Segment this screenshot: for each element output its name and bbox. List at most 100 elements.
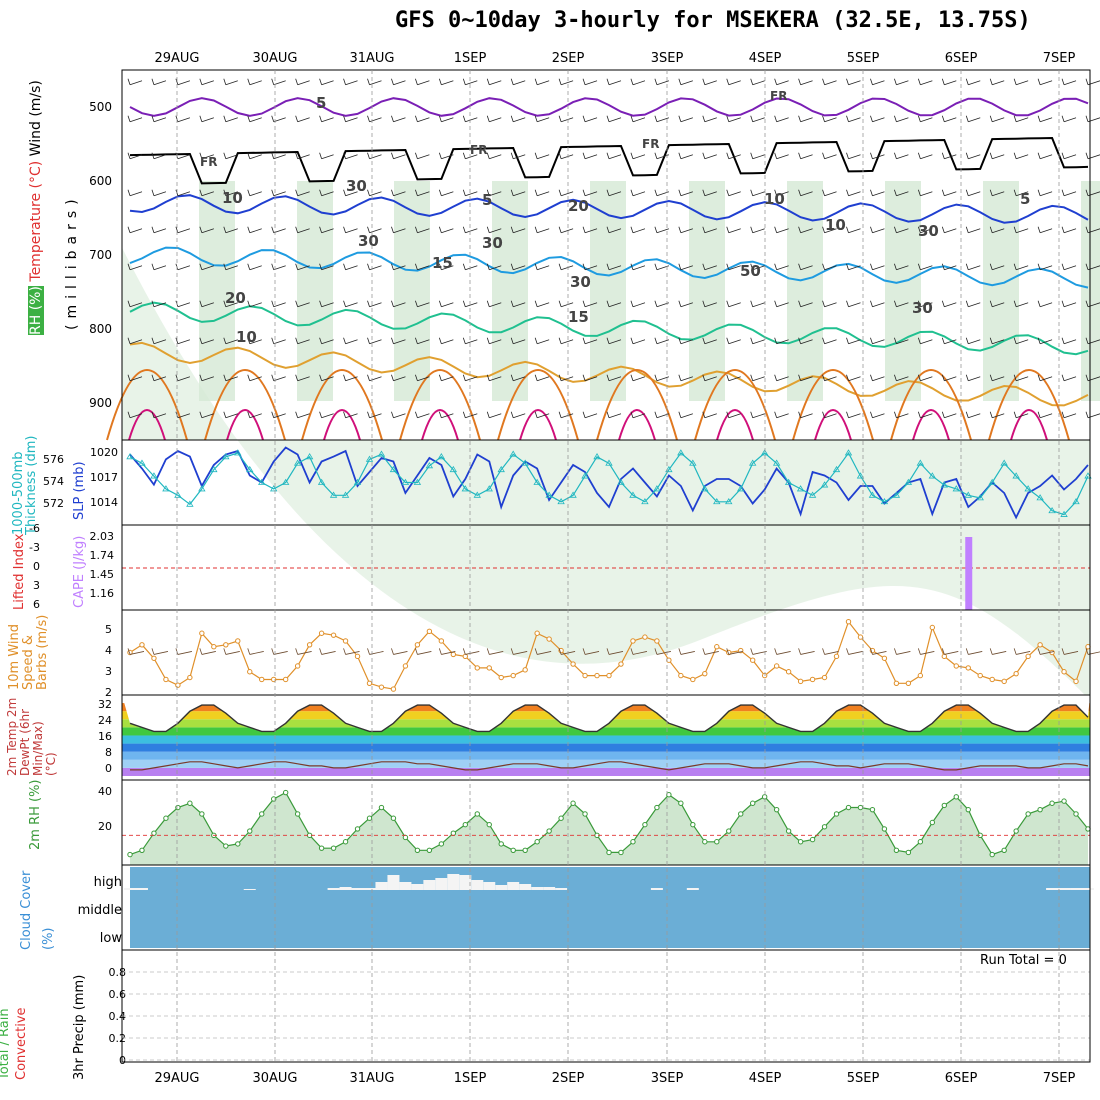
- wind-barb: [1013, 263, 1029, 271]
- wind-barb: [486, 78, 502, 86]
- wind-barb: [798, 226, 813, 234]
- rh-column: [689, 181, 725, 401]
- isotherm-arc: [497, 369, 579, 441]
- wind-barb: [151, 152, 167, 160]
- wind-barb: [271, 115, 286, 123]
- wind-barb: [941, 411, 957, 419]
- wind-barb: [941, 78, 957, 86]
- cloud-high-bar: [495, 885, 508, 890]
- thickness-point: [389, 465, 398, 473]
- rh2m-point: [833, 811, 840, 817]
- wind-barb: [247, 152, 262, 160]
- wind10m-point: [654, 638, 660, 644]
- rh2m-point: [750, 800, 756, 806]
- wind-barb: [606, 226, 622, 234]
- wind-barb: [846, 263, 861, 271]
- wind-barb: [750, 337, 765, 345]
- wind10m-barb: [486, 648, 504, 655]
- wind-barb: [1061, 226, 1077, 234]
- wind-barb: [965, 411, 981, 419]
- wind-barb: [462, 78, 478, 86]
- wind10m-point: [570, 661, 576, 667]
- wind-barb: [391, 374, 406, 382]
- wind-barb: [175, 226, 191, 234]
- isotherm-arc: [226, 409, 264, 441]
- wind-barb: [702, 78, 717, 86]
- thickness-point: [353, 478, 362, 485]
- wind10m-barb: [415, 648, 432, 655]
- wind-barb: [678, 152, 693, 160]
- wind10m-point: [522, 667, 528, 673]
- wind-barb: [678, 189, 693, 197]
- thickness-point: [784, 478, 793, 485]
- thickness-point: [281, 478, 290, 485]
- cloud-high-bar: [135, 888, 148, 890]
- thickness-point: [258, 478, 266, 485]
- temp2m-line: [129, 704, 1089, 733]
- upper-air-ytick: 500: [89, 100, 112, 114]
- wind-barb: [941, 189, 957, 197]
- wind-barb: [941, 152, 957, 160]
- wind-barb: [438, 226, 454, 234]
- wind-barb: [702, 374, 717, 382]
- lifted-index-ytick: 0: [33, 560, 40, 573]
- wind-barb: [654, 78, 670, 86]
- wind10m-barb: [367, 648, 384, 655]
- wind-barb: [774, 300, 789, 308]
- wind-barb: [391, 189, 406, 197]
- wind-barb: [510, 152, 526, 160]
- date-label-bottom: 3SEP: [651, 1071, 684, 1086]
- wind-barb: [510, 337, 526, 345]
- wind-barb: [319, 78, 334, 86]
- wind-barb: [558, 115, 574, 123]
- wind-barb: [894, 152, 909, 160]
- wind-barb: [438, 411, 454, 419]
- wind10m-point: [163, 676, 169, 683]
- isotherm-arc: [301, 369, 383, 441]
- wind-barb: [630, 226, 646, 234]
- wind-barb: [582, 374, 598, 382]
- dewpt2m-line: [130, 761, 1089, 771]
- cloud-high-bar: [351, 888, 364, 890]
- wind-barb: [534, 263, 550, 271]
- rh2m-point: [366, 815, 373, 821]
- cloud-high-bar: [555, 888, 568, 890]
- wind-barb: [965, 78, 981, 86]
- wind-barb: [271, 189, 286, 197]
- wind10m-point: [1061, 669, 1067, 675]
- wind-barb: [798, 411, 813, 419]
- thickness-point: [689, 459, 697, 466]
- wind10m-barb: [798, 648, 815, 655]
- rh2m-point: [1073, 811, 1079, 817]
- wind-barb: [582, 300, 598, 308]
- wind-barb: [462, 300, 478, 308]
- wind-barb: [534, 300, 550, 308]
- wind10m-point: [498, 674, 504, 681]
- wind-barb: [438, 263, 454, 271]
- isotherm-arc: [792, 369, 874, 441]
- cape-ylabel: CAPE (J/kg): [72, 535, 87, 608]
- cloud-high-bar: [543, 887, 556, 890]
- contour-label: 50: [740, 262, 761, 280]
- wind-barb: [271, 263, 286, 271]
- contour-label: 15: [432, 254, 453, 272]
- wind10m-barb: [319, 648, 336, 655]
- cloud-high-bar: [423, 880, 436, 890]
- wind-barb: [462, 374, 478, 382]
- rh2m-point: [989, 851, 995, 858]
- wind-barb: [415, 78, 430, 86]
- cloud-high-bar: [686, 888, 699, 890]
- wind10m-ytick: 3: [105, 665, 112, 678]
- slp-ytick: 1017: [90, 471, 118, 484]
- wind-barb: [127, 337, 143, 345]
- rh2m-point: [1013, 828, 1019, 834]
- wind-barb: [726, 411, 741, 419]
- rh2m-point: [235, 841, 241, 847]
- wind-barb: [438, 78, 454, 86]
- cape-ytick: 1.16: [90, 587, 115, 600]
- wind-barb: [558, 337, 574, 345]
- rh2m-point: [474, 811, 480, 817]
- wind-barb: [486, 411, 502, 419]
- thickness-point: [401, 478, 410, 485]
- wind-barb: [846, 152, 861, 160]
